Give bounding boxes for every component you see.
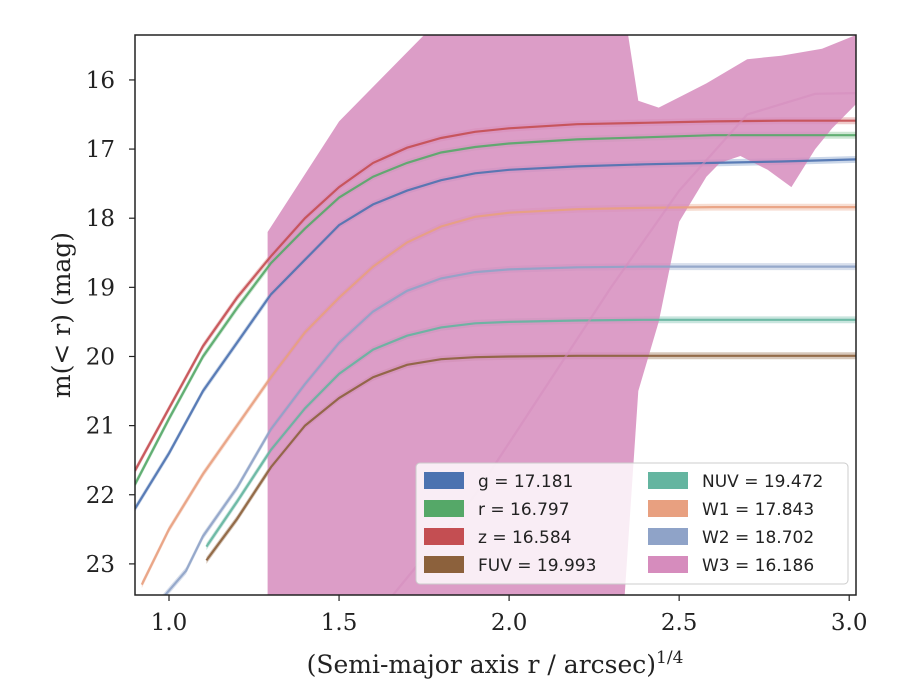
legend-label: g = 17.181 <box>478 472 573 492</box>
series-line-r <box>135 134 856 485</box>
y-tick-label: 23 <box>86 552 115 578</box>
x-tick-label: 2.5 <box>661 610 698 636</box>
x-axis-ticks: 1.0 1.5 2.0 2.5 3.0 <box>151 595 868 636</box>
x-tick-label: 1.0 <box>151 610 188 636</box>
legend-swatch <box>648 500 688 517</box>
y-axis-ticks: 16 17 18 19 20 21 22 23 <box>86 68 135 578</box>
x-axis-title: (Semi-major axis r / arcsec)1/4 <box>307 648 684 679</box>
x-axis-title-exponent: 1/4 <box>656 648 683 668</box>
legend-label: z = 16.584 <box>478 528 571 548</box>
legend-label: W3 = 16.186 <box>702 556 814 576</box>
legend-swatch <box>648 556 688 573</box>
x-tick-label: 3.0 <box>831 610 868 636</box>
series-line-nuv <box>205 318 856 548</box>
legend-label: W2 = 18.702 <box>702 528 814 548</box>
x-tick-label: 2.0 <box>491 610 528 636</box>
x-tick-label: 1.5 <box>321 610 358 636</box>
plot-frame <box>134 34 857 596</box>
series-line-z <box>135 119 856 472</box>
legend-box <box>415 462 849 585</box>
y-tick-label: 16 <box>86 68 115 94</box>
legend-swatch <box>648 472 688 489</box>
y-tick-label: 20 <box>86 344 115 370</box>
series-lines <box>135 92 856 595</box>
legend-label: W1 = 17.843 <box>702 500 814 520</box>
series-line-fuv <box>205 354 856 562</box>
legend: g = 17.181 r = 16.797 z = 16.584 FUV = 19.9… <box>415 462 849 585</box>
y-axis-title: m(< r) (mag) <box>47 232 76 398</box>
legend-swatch <box>424 528 464 545</box>
series-line-g <box>135 158 856 510</box>
x-axis-title-main: (Semi-major axis r / arcsec) <box>307 650 656 679</box>
legend-swatch <box>424 472 464 489</box>
y-tick-label: 17 <box>86 137 115 163</box>
series-line-w2 <box>163 265 856 595</box>
y-tick-label: 19 <box>86 275 115 301</box>
legend-label: FUV = 19.993 <box>478 556 596 576</box>
legend-label: r = 16.797 <box>478 500 570 520</box>
y-tick-label: 21 <box>86 414 115 440</box>
y-tick-label: 22 <box>86 483 115 509</box>
legend-label: NUV = 19.472 <box>702 472 823 492</box>
legend-swatch <box>648 528 688 545</box>
legend-swatch <box>424 500 464 517</box>
y-tick-label: 18 <box>86 206 115 232</box>
band-w3 <box>267 35 856 595</box>
legend-swatch <box>424 556 464 573</box>
